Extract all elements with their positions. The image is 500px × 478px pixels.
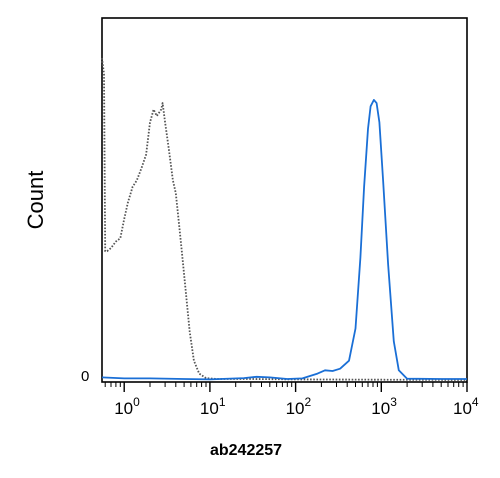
y-tick-label-zero: 0	[81, 368, 89, 385]
x-tick-label: 100	[114, 395, 140, 418]
plot-frame	[101, 17, 468, 383]
series-layer	[101, 57, 468, 381]
x-tick-label: 101	[200, 395, 226, 418]
series-dotted-line	[101, 57, 468, 381]
x-tick-label: 104	[453, 395, 479, 418]
x-axis-label: ab242257	[210, 442, 282, 459]
x-ticks: 100 101 102 103 104	[104, 382, 479, 418]
y-axis-label: Count	[23, 171, 48, 230]
series-solid-line	[101, 99, 467, 381]
x-tick-label: 103	[371, 395, 397, 418]
x-tick-label: 102	[286, 395, 312, 418]
